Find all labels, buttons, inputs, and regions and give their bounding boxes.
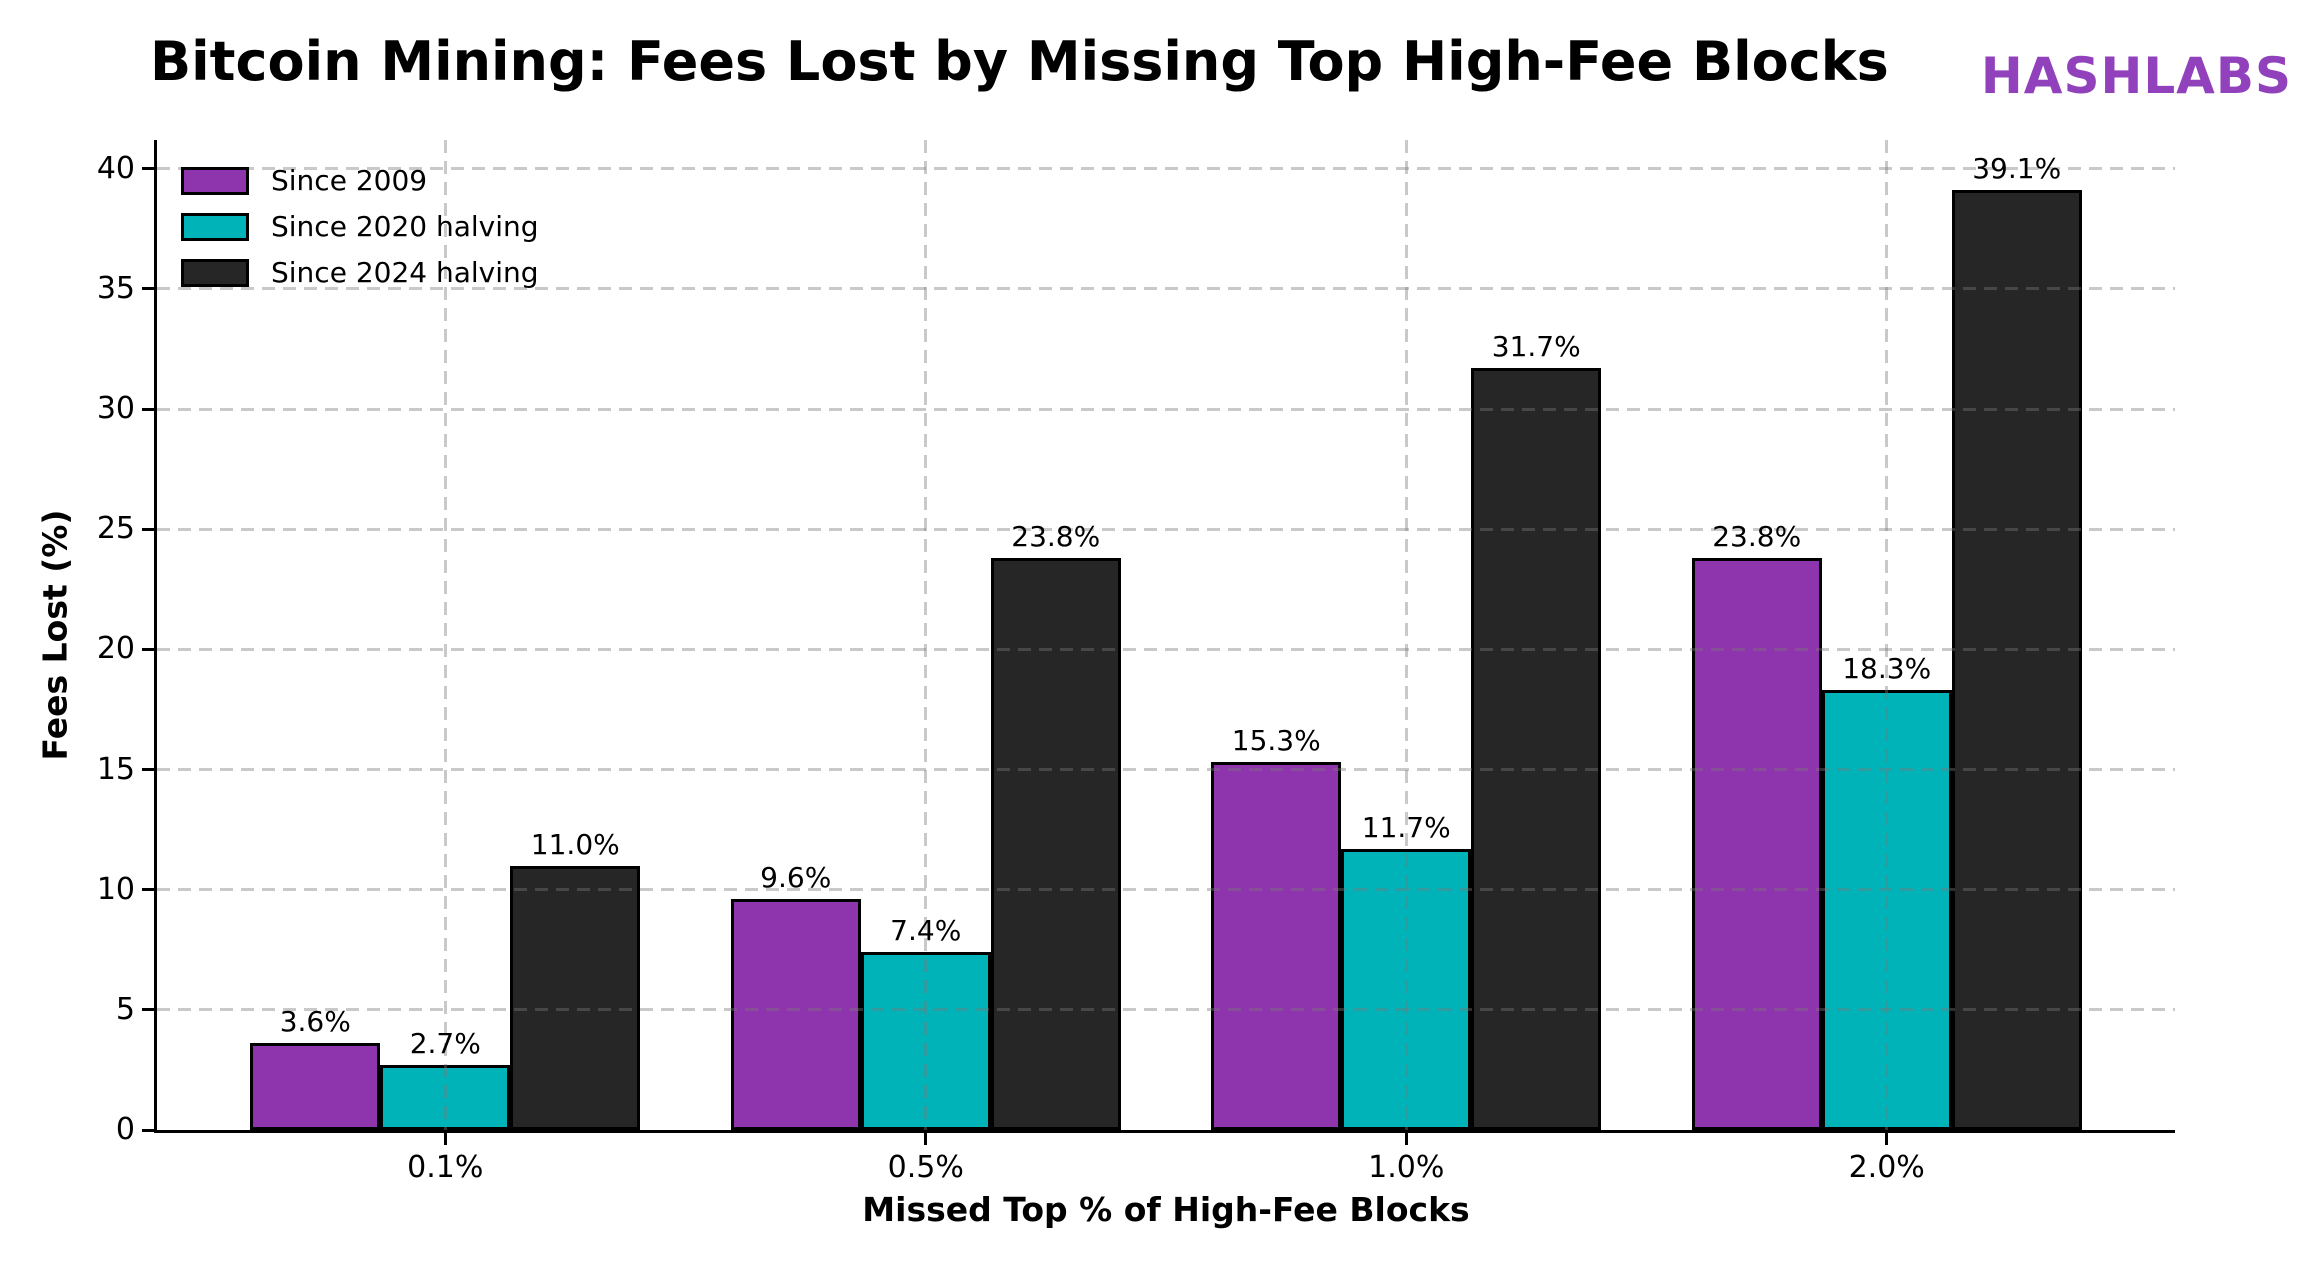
bar-0.5%-since-2020-halving [861, 952, 991, 1130]
y-tick-label-15: 15 [96, 751, 135, 787]
y-tick-mark-0 [142, 1128, 154, 1132]
legend-swatch-since-2020-halving [181, 212, 249, 241]
bar-value-label: 15.3% [1231, 724, 1321, 757]
legend-label-since-2024-halving: Since 2024 halving [271, 256, 539, 289]
y-tick-label-20: 20 [96, 631, 135, 667]
y-tick-label-0: 0 [115, 1112, 135, 1147]
bar-2.0%-since-2024-halving [1952, 190, 2082, 1130]
bar-value-label: 39.1% [1972, 152, 2062, 185]
y-tick-label-5: 5 [115, 991, 135, 1027]
y-tick-mark-15 [142, 768, 154, 772]
y-tick-label-25: 25 [96, 511, 135, 547]
x-tick-label-1.0%: 1.0% [1368, 1150, 1445, 1185]
gridline-x-2.0% [1885, 140, 1889, 1130]
x-tick-mark-0.1% [443, 1133, 447, 1145]
brand-logo: HASHLABS [1980, 47, 2292, 105]
legend-row-since-2009: Since 2009 [181, 164, 539, 197]
x-axis-label: Missed Top % of High-Fee Blocks [862, 1190, 1470, 1229]
gridline-y-30 [157, 407, 2175, 411]
bar-value-label: 18.3% [1842, 652, 1932, 685]
y-tick-label-40: 40 [96, 150, 135, 186]
bar-1.0%-since-2020-halving [1341, 849, 1471, 1130]
gridline-y-35 [157, 287, 2175, 291]
gridline-x-0.1% [443, 140, 447, 1130]
bar-1.0%-since-2024-halving [1471, 368, 1601, 1130]
gridline-x-1.0% [1404, 140, 1408, 1130]
gridline-y-5 [157, 1008, 2175, 1012]
legend-label-since-2020-halving: Since 2020 halving [271, 210, 539, 243]
y-tick-label-35: 35 [96, 270, 135, 306]
gridline-y-20 [157, 647, 2175, 651]
gridline-y-40 [157, 167, 2175, 171]
legend-label-since-2009: Since 2009 [271, 164, 428, 197]
legend-swatch-since-2024-halving [181, 258, 249, 287]
y-tick-mark-5 [142, 1008, 154, 1012]
y-tick-mark-10 [142, 888, 154, 892]
bar-value-label: 31.7% [1491, 330, 1581, 363]
legend-row-since-2020-halving: Since 2020 halving [181, 210, 539, 243]
x-tick-mark-0.5% [924, 1133, 928, 1145]
x-tick-label-0.5%: 0.5% [887, 1150, 964, 1185]
bar-0.5%-since-2024-halving [991, 558, 1121, 1130]
legend-swatch-since-2009 [181, 166, 249, 195]
y-tick-mark-20 [142, 647, 154, 651]
bar-1.0%-since-2009 [1211, 762, 1341, 1130]
y-tick-label-30: 30 [96, 391, 135, 427]
legend: Since 2009 Since 2020 halving Since 2024… [181, 164, 539, 289]
gridline-y-15 [157, 768, 2175, 772]
plot-area: Since 2009 Since 2020 halving Since 2024… [154, 140, 2175, 1133]
bar-0.1%-since-2020-halving [380, 1065, 510, 1130]
gridline-y-25 [157, 527, 2175, 531]
bar-value-label: 2.7% [409, 1027, 481, 1060]
x-tick-label-0.1%: 0.1% [407, 1150, 484, 1185]
y-tick-mark-35 [142, 287, 154, 291]
y-tick-mark-30 [142, 407, 154, 411]
legend-row-since-2024-halving: Since 2024 halving [181, 256, 539, 289]
y-tick-label-10: 10 [96, 871, 135, 907]
gridline-y-10 [157, 888, 2175, 892]
bar-value-label: 11.0% [530, 828, 620, 861]
y-tick-mark-40 [142, 167, 154, 171]
bar-value-label: 3.6% [279, 1005, 351, 1038]
bar-2.0%-since-2009 [1692, 558, 1822, 1130]
x-tick-mark-2.0% [1885, 1133, 1889, 1145]
x-tick-mark-1.0% [1404, 1133, 1408, 1145]
gridline-x-0.5% [924, 140, 928, 1130]
chart-title: Bitcoin Mining: Fees Lost by Missing Top… [150, 30, 1889, 93]
bar-value-label: 11.7% [1361, 811, 1451, 844]
bar-0.1%-since-2009 [250, 1043, 380, 1130]
bar-value-label: 7.4% [890, 914, 962, 947]
bar-value-label: 9.6% [760, 861, 832, 894]
bar-2.0%-since-2020-halving [1822, 690, 1952, 1130]
x-tick-label-2.0%: 2.0% [1848, 1150, 1925, 1185]
bar-value-label: 23.8% [1712, 520, 1802, 553]
bar-0.5%-since-2009 [731, 899, 861, 1130]
bar-value-label: 23.8% [1011, 520, 1101, 553]
bar-0.1%-since-2024-halving [510, 866, 640, 1130]
y-tick-mark-25 [142, 527, 154, 531]
